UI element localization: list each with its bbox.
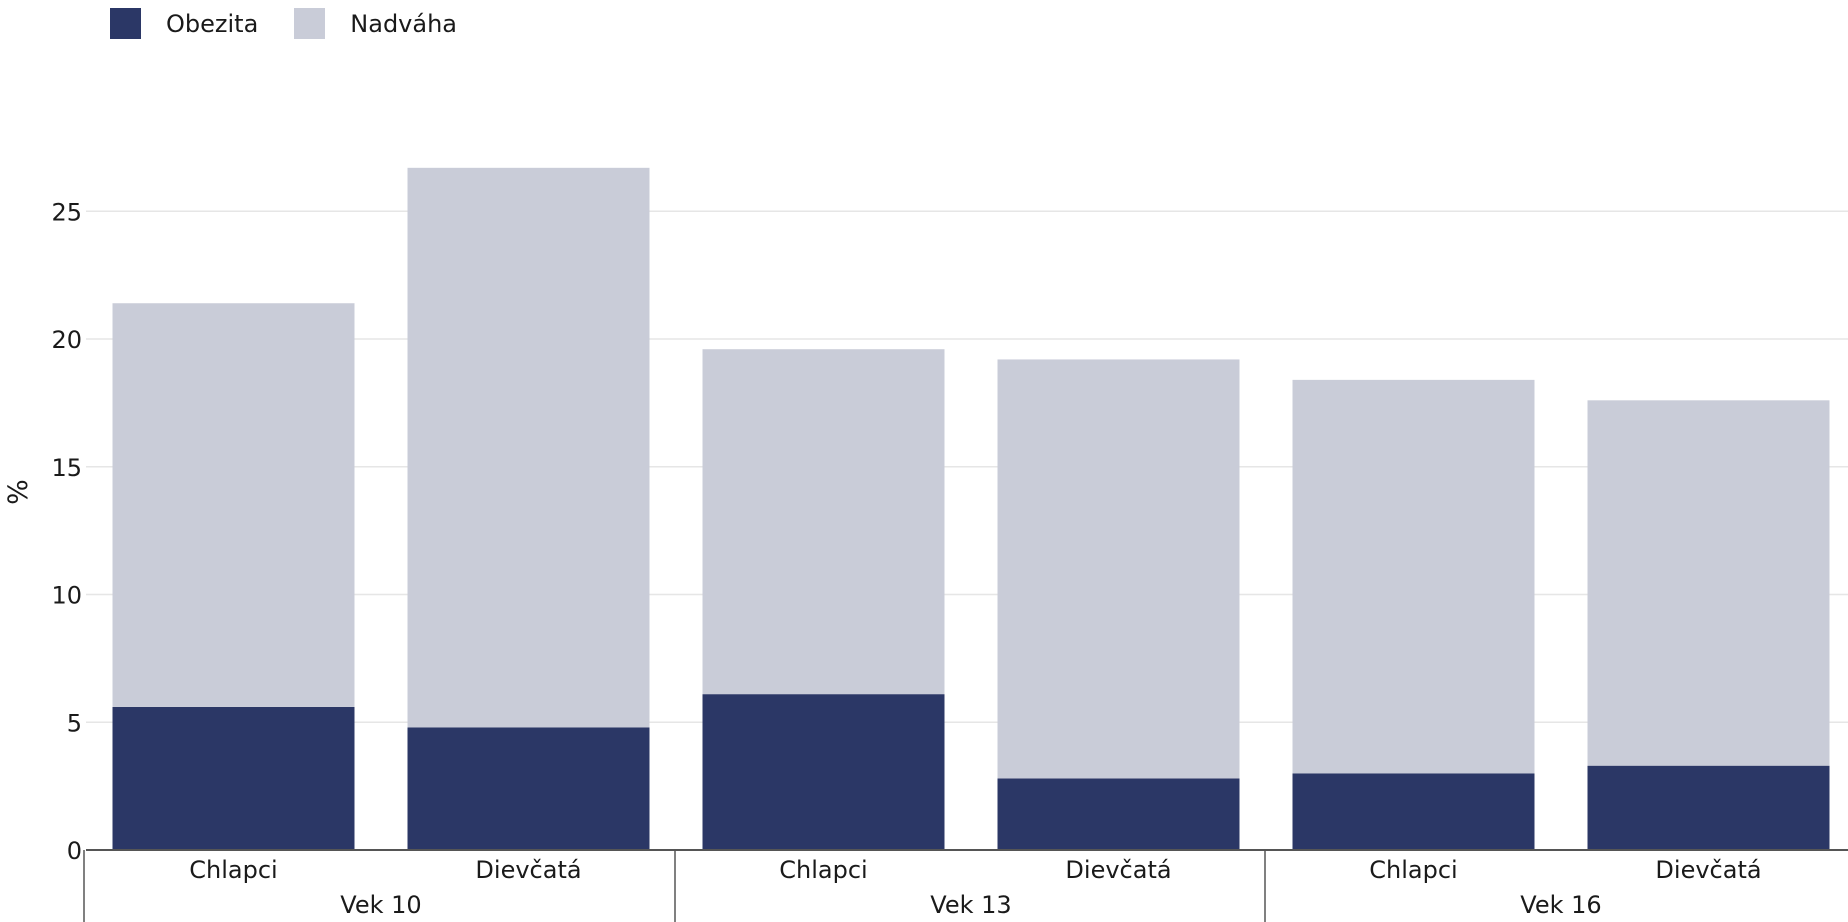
y-tick-label-25: 25	[51, 198, 82, 226]
legend-item-nadvaha: Nadváha	[294, 8, 457, 39]
bar-obezita-4	[1292, 773, 1535, 850]
bar-obezita-1	[407, 727, 650, 850]
y-tick-label-20: 20	[51, 326, 82, 354]
x-category-label-3: Dievčatá	[1065, 856, 1171, 884]
axis-layer: 0 5 10 15 20 25 Chlapci Dievčatá Chlapci Dievčatá…	[51, 198, 1848, 922]
x-group-label-0: Vek 10	[340, 891, 421, 919]
legend-swatch-obezita	[110, 8, 141, 39]
x-category-label-2: Chlapci	[779, 856, 867, 884]
y-tick-label-15: 15	[51, 454, 82, 482]
bar-nadváha-5	[1587, 400, 1830, 766]
x-category-label-1: Dievčatá	[475, 856, 581, 884]
bar-nadváha-1	[407, 167, 650, 728]
legend-label-nadvaha: Nadváha	[350, 9, 458, 38]
bar-obezita-0	[112, 706, 355, 850]
bar-nadváha-0	[112, 303, 355, 707]
legend-item-obezita: Obezita	[110, 8, 258, 39]
y-tick-label-0: 0	[67, 837, 82, 865]
x-category-label-0: Chlapci	[189, 856, 277, 884]
y-tick-label-5: 5	[67, 709, 82, 737]
bar-nadváha-2	[702, 349, 945, 695]
y-axis-title: %	[3, 479, 34, 505]
bar-obezita-3	[997, 778, 1240, 850]
grid-layer	[86, 210, 1848, 723]
bar-nadváha-4	[1292, 379, 1535, 774]
x-category-label-5: Dievčatá	[1655, 856, 1761, 884]
x-group-label-1: Vek 13	[930, 891, 1011, 919]
bars-layer	[112, 167, 1830, 850]
legend-swatch-nadvaha	[294, 8, 326, 39]
bar-nadváha-3	[997, 359, 1240, 779]
bar-obezita-5	[1587, 765, 1830, 850]
x-category-label-4: Chlapci	[1369, 856, 1457, 884]
legend-label-obezita: Obezita	[166, 9, 259, 38]
legend: Obezita Nadváha	[110, 8, 493, 39]
y-tick-label-10: 10	[51, 582, 82, 610]
x-group-label-2: Vek 16	[1520, 891, 1601, 919]
bar-obezita-2	[702, 694, 945, 850]
